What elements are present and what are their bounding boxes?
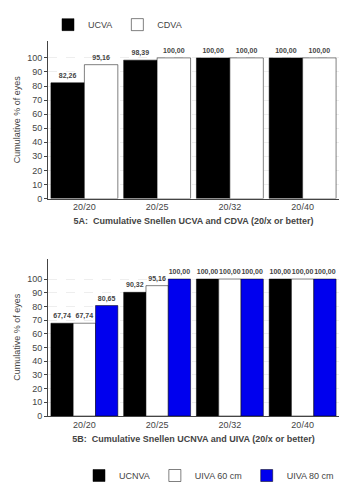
svg-text:Cumulative % of eyes: Cumulative % of eyes [12, 76, 22, 164]
svg-text:95,16: 95,16 [148, 275, 166, 283]
svg-text:90: 90 [32, 288, 42, 298]
svg-text:50: 50 [32, 123, 42, 133]
svg-text:67,74: 67,74 [53, 312, 71, 320]
svg-text:0: 0 [37, 411, 42, 421]
svg-text:10: 10 [32, 397, 42, 407]
svg-text:100,00: 100,00 [314, 268, 336, 276]
svg-text:40: 40 [32, 137, 42, 147]
svg-text:98,39: 98,39 [132, 49, 150, 57]
svg-text:95,16: 95,16 [92, 54, 110, 62]
svg-text:40: 40 [32, 356, 42, 366]
svg-text:100,00: 100,00 [197, 268, 219, 276]
svg-text:100,00: 100,00 [163, 47, 185, 55]
svg-text:5B: Cumulative Snellen UCNVA: 5B: Cumulative Snellen UCNVA and UIVA (2… [72, 434, 315, 444]
svg-text:20/25: 20/25 [146, 202, 169, 212]
svg-text:20/40: 20/40 [291, 202, 314, 212]
svg-text:UCNVA: UCNVA [119, 471, 150, 481]
svg-text:70: 70 [32, 95, 42, 105]
svg-text:60: 60 [32, 329, 42, 339]
svg-text:100,00: 100,00 [219, 268, 241, 276]
svg-text:30: 30 [32, 151, 42, 161]
svg-text:82,26: 82,26 [59, 72, 77, 80]
svg-text:0: 0 [37, 194, 42, 204]
svg-text:100: 100 [27, 53, 42, 63]
svg-text:20/32: 20/32 [219, 420, 242, 430]
svg-text:CDVA: CDVA [157, 20, 181, 30]
svg-text:Cumulative % of eyes: Cumulative % of eyes [12, 293, 22, 381]
svg-text:80,65: 80,65 [98, 295, 116, 303]
svg-text:80: 80 [32, 81, 42, 91]
svg-text:30: 30 [32, 370, 42, 380]
svg-text:20/32: 20/32 [219, 202, 242, 212]
svg-text:20/40: 20/40 [291, 420, 314, 430]
svg-text:20/25: 20/25 [146, 420, 169, 430]
svg-text:67,74: 67,74 [76, 312, 94, 320]
svg-text:100,00: 100,00 [169, 268, 191, 276]
svg-text:20/20: 20/20 [73, 420, 96, 430]
svg-text:20: 20 [32, 166, 42, 176]
svg-text:100,00: 100,00 [292, 268, 314, 276]
svg-text:60: 60 [32, 109, 42, 119]
svg-text:100,00: 100,00 [270, 268, 292, 276]
svg-text:100,00: 100,00 [202, 47, 224, 55]
svg-text:90: 90 [32, 67, 42, 77]
svg-text:10: 10 [32, 180, 42, 190]
svg-text:100,00: 100,00 [236, 47, 258, 55]
svg-text:100,00: 100,00 [241, 268, 263, 276]
svg-text:50: 50 [32, 343, 42, 353]
svg-text:UIVA 60 cm: UIVA 60 cm [195, 471, 242, 481]
svg-text:100,00: 100,00 [275, 47, 297, 55]
svg-text:100,00: 100,00 [309, 47, 331, 55]
svg-text:90,32: 90,32 [126, 281, 144, 289]
svg-text:UCVA: UCVA [88, 20, 112, 30]
svg-text:70: 70 [32, 315, 42, 325]
svg-text:80: 80 [32, 302, 42, 312]
svg-text:20/20: 20/20 [73, 202, 96, 212]
svg-text:UIVA 80 cm: UIVA 80 cm [287, 471, 334, 481]
svg-text:100: 100 [27, 274, 42, 284]
svg-text:5A: Cumulative Snellen UCVA a: 5A: Cumulative Snellen UCVA and CDVA (20… [73, 216, 313, 226]
svg-text:20: 20 [32, 384, 42, 394]
